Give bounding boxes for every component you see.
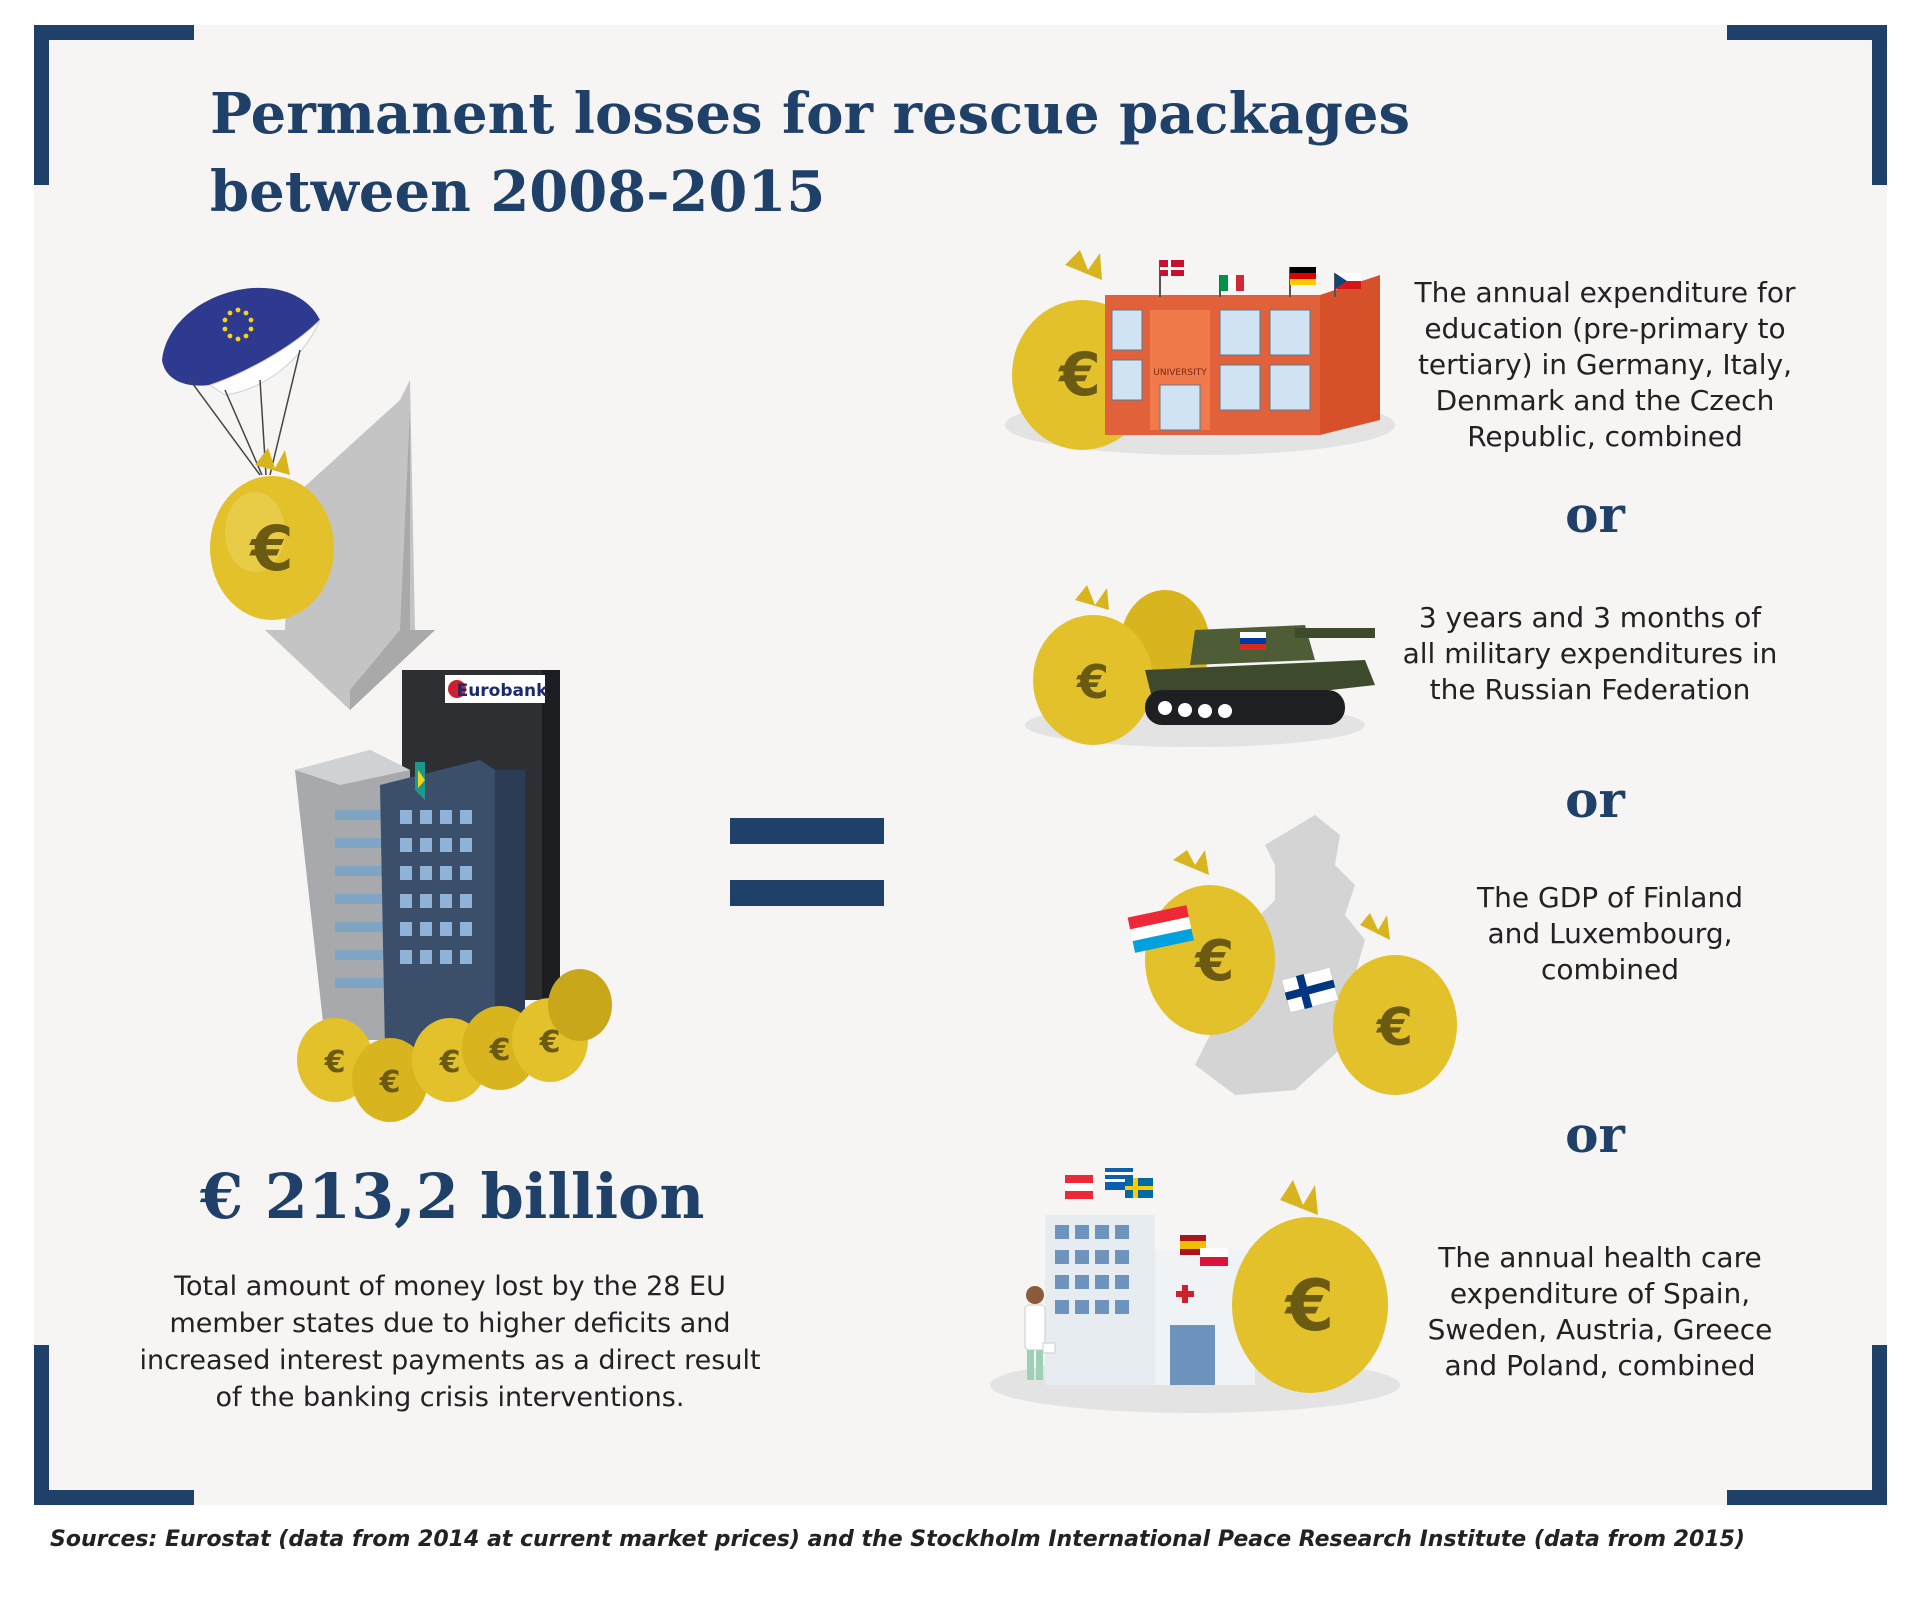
or-separator-2: or [1565, 770, 1625, 829]
corner-bracket-bottom-left [34, 1490, 194, 1505]
comparison-gdp-text: The GDP of Finland and Luxembourg, combi… [1477, 881, 1743, 986]
svg-text:€: € [439, 1045, 461, 1080]
bank-tower-blue [380, 760, 525, 1050]
svg-text:€: € [1194, 929, 1235, 994]
svg-text:€: € [1376, 998, 1413, 1058]
hospital-building-icon [1045, 1215, 1255, 1385]
svg-text:€: € [1057, 340, 1101, 410]
hospital-illustration: € [990, 1168, 1400, 1413]
svg-text:€: € [539, 1025, 561, 1060]
title-line-2: between 2008-2015 [210, 159, 826, 225]
money-bag-pile: € € € € € [297, 969, 612, 1122]
total-amount-description: Total amount of money lost by the 28 EU … [139, 1271, 761, 1413]
down-arrow-icon [265, 380, 435, 710]
or-separator-3: or [1565, 1105, 1625, 1164]
tank-icon [1145, 625, 1375, 725]
eu-parachute-icon [162, 287, 321, 476]
tank-illustration: € [1025, 585, 1375, 747]
luxembourg-flag-icon [1127, 905, 1194, 953]
money-bag-icon: € [1232, 1180, 1388, 1393]
svg-text:€: € [1284, 1265, 1335, 1347]
or-separator-1: or [1565, 485, 1625, 544]
page-title: Permanent losses for rescue packages bet… [210, 75, 1410, 231]
corner-bracket-bottom-right [1727, 1490, 1887, 1505]
doctor-icon [1024, 1286, 1056, 1380]
finland-map-illustration: € € [1127, 815, 1457, 1095]
tower-windows [400, 810, 472, 964]
comparison-military-text: 3 years and 3 months of all military exp… [1402, 601, 1778, 706]
svg-text:€: € [489, 1033, 511, 1068]
svg-text:€: € [1076, 655, 1109, 709]
bank-bailout-illustration: € Eurobank [162, 287, 612, 1122]
equals-sign-top [730, 818, 884, 844]
euro-sign: € [248, 512, 293, 585]
svg-text:€: € [379, 1065, 401, 1100]
corner-bracket-bottom-left [34, 1345, 49, 1505]
sources-footnote: Sources: Eurostat (data from 2014 at cur… [50, 1527, 1745, 1552]
comparison-education-text: The annual expenditure for education (pr… [1414, 276, 1796, 453]
title-line-1: Permanent losses for rescue packages [210, 81, 1411, 147]
flags-icon [1159, 260, 1361, 297]
university-sign: UNIVERSITY [1153, 368, 1207, 378]
money-bag-icon: € [1333, 913, 1457, 1095]
equals-sign-bottom [730, 880, 884, 906]
comparison-health-care-text: The annual health care expenditure of Sp… [1427, 1241, 1773, 1382]
finland-flag-icon [1280, 966, 1340, 1014]
svg-text:€: € [324, 1045, 346, 1080]
university-illustration: € UNIVERSITY [1005, 250, 1395, 455]
money-bag-icon: € [210, 448, 334, 620]
eurobank-sign: Eurobank [457, 681, 549, 701]
corner-bracket-top-left [34, 25, 194, 40]
corner-bracket-bottom-right [1872, 1345, 1887, 1505]
corner-bracket-top-right [1872, 25, 1887, 185]
flags-icon [1065, 1168, 1228, 1266]
university-building-icon: UNIVERSITY [1105, 275, 1380, 435]
total-amount: € 213,2 billion [200, 1160, 705, 1233]
corner-bracket-top-right [1727, 25, 1887, 40]
corner-bracket-top-left [34, 25, 49, 185]
